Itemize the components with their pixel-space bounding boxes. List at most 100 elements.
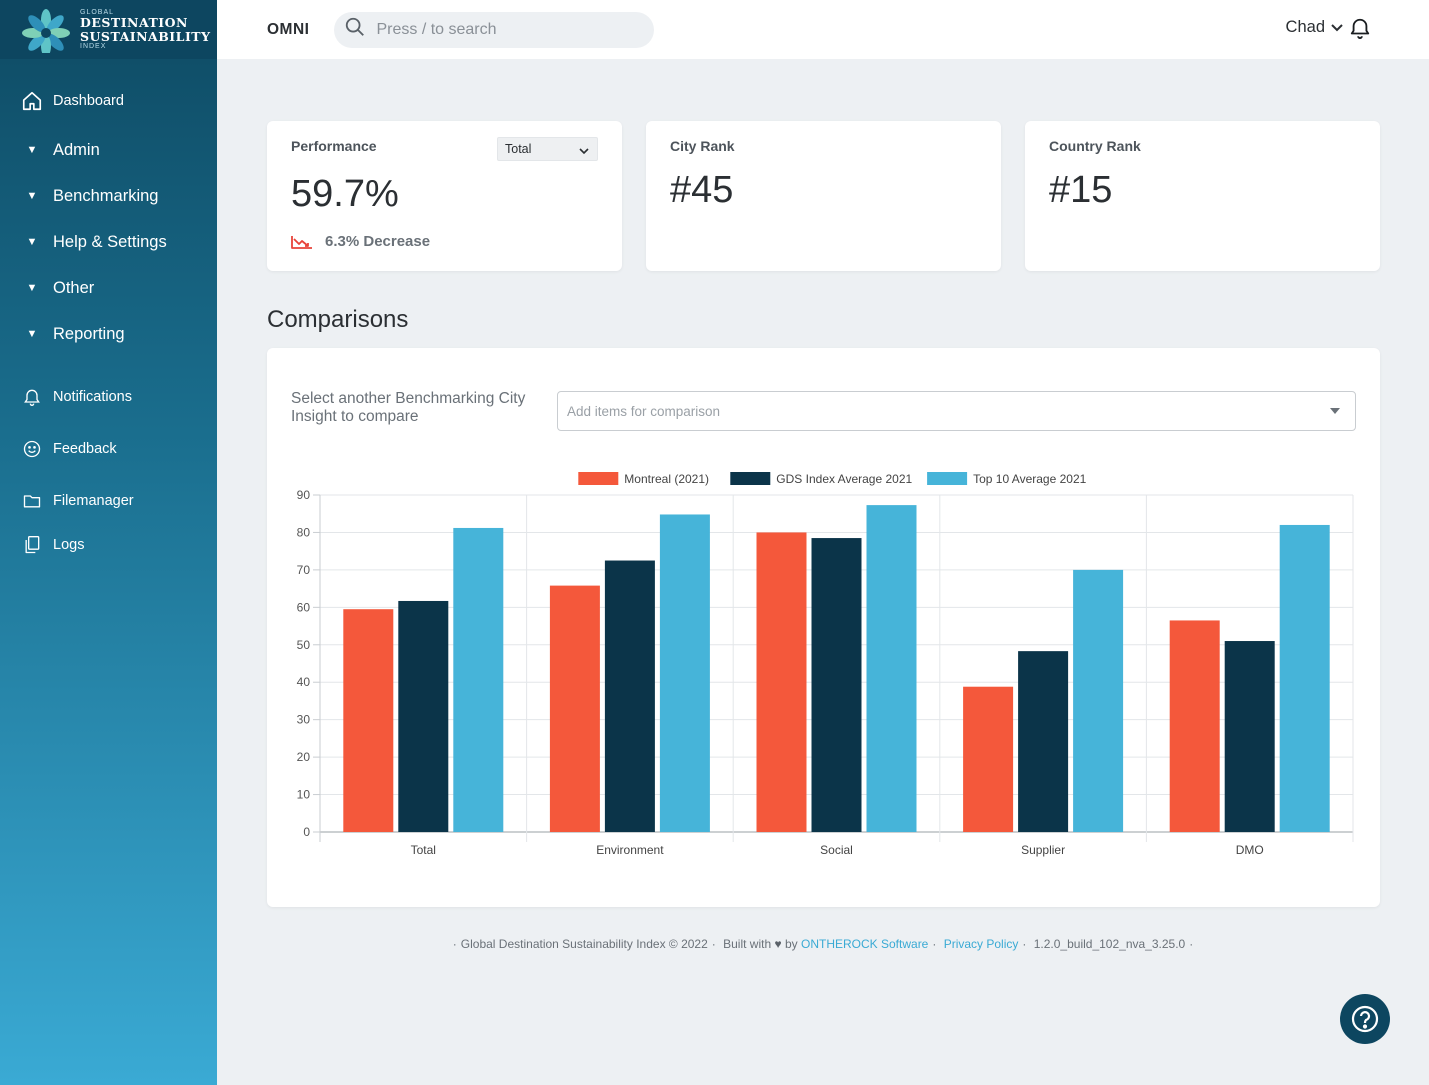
brand-line-4: INDEX	[80, 43, 107, 50]
bar	[811, 538, 862, 832]
legend-swatch	[927, 472, 968, 485]
sidebar-item-label: Benchmarking	[53, 186, 159, 205]
brand-line-2: DESTINATION	[80, 15, 188, 30]
question-icon	[1351, 1005, 1379, 1033]
brand-line-1: GLOBAL	[80, 9, 115, 16]
bar	[1073, 569, 1124, 832]
sidebar-item-other[interactable]: ▼ Other	[0, 265, 217, 311]
search-bar[interactable]	[334, 11, 655, 48]
copy-icon	[21, 534, 43, 556]
y-tick-label: 40	[297, 675, 311, 689]
legend-label: GDS Index Average 2021	[776, 472, 912, 486]
sidebar-item-label: Filemanager	[53, 493, 134, 509]
sidebar-item-label: Feedback	[53, 441, 117, 457]
user-name: Chad	[1285, 18, 1325, 36]
search-icon	[344, 16, 366, 43]
sidebar-item-feedback[interactable]: Feedback	[0, 423, 217, 475]
sidebar-item-label: Admin	[53, 140, 100, 159]
footer-by: by	[784, 937, 798, 951]
footer-copyright: Global Destination Sustainability Index …	[460, 937, 708, 951]
folder-icon	[21, 491, 43, 511]
sidebar-nav: Dashboard ▼ Admin ▼ Benchmarking ▼ Help …	[0, 59, 217, 563]
caret-down-icon: ▼	[26, 236, 38, 248]
sidebar-item-filemanager[interactable]: Filemanager	[0, 475, 217, 527]
performance-delta-text: 6.3% Decrease	[325, 233, 431, 250]
sidebar-item-dashboard[interactable]: Dashboard	[0, 89, 217, 113]
legend-label: Top 10 Average 2021	[973, 472, 1087, 486]
comparison-placeholder: Add items for comparison	[567, 403, 721, 419]
city-rank-title: City Rank	[670, 138, 735, 154]
caret-down-icon: ▼	[26, 190, 38, 202]
brand-text: GLOBAL DESTINATION SUSTAINABILITY INDEX	[80, 9, 211, 50]
comparison-select[interactable]: Add items for comparison	[557, 391, 1356, 431]
privacy-link[interactable]: Privacy Policy	[943, 937, 1019, 951]
search-input[interactable]	[376, 20, 637, 39]
bar	[1018, 651, 1069, 832]
performance-title: Performance	[291, 138, 377, 154]
help-button[interactable]	[1340, 994, 1390, 1044]
y-tick-label: 50	[297, 638, 311, 652]
sidebar-item-reporting[interactable]: ▼ Reporting	[0, 311, 217, 357]
sidebar-item-label: Help & Settings	[53, 232, 167, 251]
nav-gap	[0, 357, 217, 371]
y-tick-label: 80	[297, 525, 311, 539]
y-tick-label: 10	[297, 788, 311, 802]
chevron-down-icon	[1331, 23, 1343, 32]
footer-version: 1.2.0_build_102_nva_3.25.0	[1033, 937, 1186, 951]
brand-logo[interactable]: GLOBAL DESTINATION SUSTAINABILITY INDEX	[0, 0, 217, 59]
notifications-bell-icon[interactable]	[1349, 16, 1371, 45]
performance-card: Performance Total 59.7% 6.3% Decrease	[267, 121, 622, 271]
footer-built-with: Built with	[723, 937, 772, 951]
sidebar-item-admin[interactable]: ▼ Admin	[0, 127, 217, 173]
sidebar-item-label: Dashboard	[53, 93, 124, 109]
caret-down-icon: ▼	[26, 144, 38, 156]
performance-value: 59.7%	[291, 173, 399, 215]
x-tick-label: Environment	[596, 843, 664, 857]
x-tick-label: DMO	[1236, 843, 1264, 857]
city-rank-value: #45	[670, 169, 734, 211]
y-tick-label: 90	[297, 488, 311, 502]
city-rank-card: City Rank #45	[646, 121, 1001, 271]
y-tick-label: 0	[303, 825, 310, 839]
sidebar-item-help-settings[interactable]: ▼ Help & Settings	[0, 219, 217, 265]
y-tick-label: 20	[297, 750, 311, 764]
comparisons-title: Comparisons	[267, 306, 409, 333]
country-rank-card: Country Rank #15	[1025, 121, 1380, 271]
performance-select-value: Total	[505, 142, 532, 156]
trend-down-icon	[291, 235, 312, 249]
topbar: OMNI	[217, 0, 1429, 59]
smile-icon	[21, 439, 43, 459]
footer: · Global Destination Sustainability Index…	[452, 937, 1194, 951]
sidebar-item-logs[interactable]: Logs	[0, 527, 217, 563]
bar	[1169, 620, 1220, 832]
caret-down-icon: ▼	[26, 282, 38, 294]
comparison-label: Select another Benchmarking City Insight…	[291, 390, 526, 425]
bar	[659, 514, 710, 832]
sidebar-item-label: Logs	[53, 537, 85, 553]
sidebar-item-label: Reporting	[53, 324, 125, 343]
sidebar-item-label: Other	[53, 278, 95, 297]
sidebar-item-label: Notifications	[53, 389, 132, 405]
bar	[756, 532, 807, 832]
bell-outline-icon	[21, 387, 43, 407]
performance-select[interactable]: Total	[497, 137, 598, 161]
company-link[interactable]: ONTHEROCK Software	[801, 937, 929, 951]
bar	[453, 527, 504, 832]
bar	[866, 505, 917, 832]
performance-delta: 6.3% Decrease	[291, 233, 430, 250]
y-tick-label: 70	[297, 563, 311, 577]
app-name: OMNI	[267, 20, 310, 38]
sidebar-item-benchmarking[interactable]: ▼ Benchmarking	[0, 173, 217, 219]
legend-label: Montreal (2021)	[624, 472, 709, 486]
legend-swatch	[578, 472, 619, 485]
heart-icon: ♥	[774, 937, 782, 951]
comparison-bar-chart: 0 10 20 30 40 50 60 70 80 90 Total Environment Socia…	[297, 472, 1354, 857]
logo-flower-icon	[20, 7, 76, 57]
sidebar: GLOBAL DESTINATION SUSTAINABILITY INDEX …	[0, 0, 217, 1085]
bar	[1279, 524, 1330, 832]
sidebar-item-notifications[interactable]: Notifications	[0, 371, 217, 423]
bar	[963, 686, 1014, 832]
user-menu[interactable]: Chad	[1286, 18, 1343, 37]
caret-down-icon: ▼	[26, 328, 38, 340]
y-tick-label: 60	[297, 600, 311, 614]
